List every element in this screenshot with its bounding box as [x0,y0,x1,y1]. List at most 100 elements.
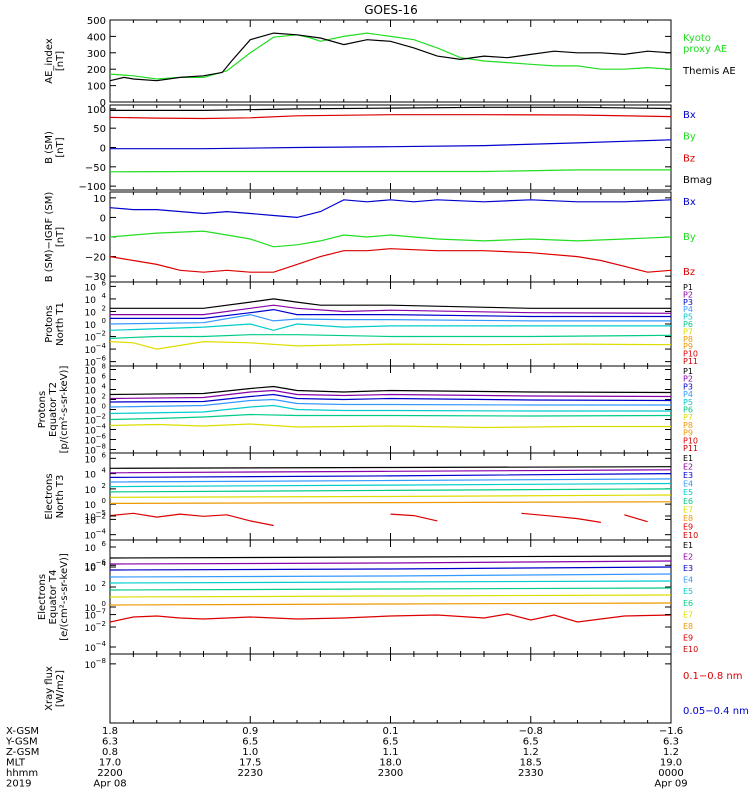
legend-entry: P11 [683,357,698,366]
series-line-e1 [110,466,671,469]
series-line-p5 [110,404,671,415]
y-tick-label: 10 [85,427,97,437]
x-axis-value: 1.1 [383,747,399,758]
legend-entry: E9 [683,633,693,642]
y-tick-exponent: 4 [102,560,107,568]
legend-entry: P1 [683,367,693,376]
x-axis-value: 0.9 [242,726,258,737]
legend-entry: E10 [683,645,698,654]
legend-entry: By [683,132,696,143]
series-group [110,32,671,82]
y-tick-label: 500 [87,16,106,27]
y-tick-exponent: 0 [102,317,106,325]
y-axis-label: North T3 [55,475,66,519]
y-axis-label: North T1 [55,302,66,346]
y-tick-label: −10 [85,233,106,244]
y-tick-label: 10 [85,644,97,654]
legend-entry: Kyoto [683,33,711,44]
y-axis-label: Electrons [44,473,55,519]
y-tick-exponent: −6 [96,355,107,363]
series-line-p6 [110,413,671,421]
y-tick-label: 10 [85,562,97,572]
series-line-bmag [110,106,671,112]
y-tick-label: 10 [85,471,97,481]
x-axis-row-label: X-GSM [6,726,39,737]
legend-entry: P8 [683,335,693,344]
legend-entry: P10 [683,350,698,359]
x-axis-value: 6.5 [383,737,399,748]
y-axis-label: Equator T4 [48,570,59,625]
x-axis-value: 0000 [658,768,683,779]
x-axis-value: 19.0 [660,758,682,769]
series-line-p1 [110,385,671,396]
x-axis-value: 1.0 [242,747,258,758]
legend-entry: P9 [683,342,693,351]
series-line-bz [110,248,671,273]
x-axis-table: X-GSM 1.8 0.9 0.1 −0.8 −1.6 Y-GSM 6.3 6.5 6.5 6.5 6… [5,726,688,790]
y-axis-label: Equator T2 [48,382,59,437]
y-tick-exponent: −2 [96,512,106,520]
x-axis-value: Apr 08 [93,779,126,790]
y-tick-label: 10 [85,501,97,511]
x-axis-value: 17.5 [239,758,261,769]
x-axis-value: Apr 09 [654,779,687,790]
plot-title: GOES-16 [364,3,418,17]
y-tick-label: 10 [85,604,97,614]
x-axis-value: 2330 [518,768,543,779]
series-group [110,466,671,527]
series-line-e9 [110,512,274,527]
series-line-e6 [110,587,671,591]
x-axis-value: 2230 [238,768,263,779]
y-axis-label: [nT] [55,137,66,157]
legend-entry: Themis AE [682,66,736,77]
x-axis-value: 18.5 [520,758,542,769]
series-line-e7 [110,594,671,598]
y-tick-label: 10 [85,544,97,554]
y-tick-exponent: 4 [102,292,107,300]
y-tick-label: 10 [85,407,97,417]
panel-frame [109,104,672,191]
series-line-p6 [110,334,671,339]
legend-entry: P4 [683,390,693,399]
legend-entry: E5 [683,587,693,596]
series-line-p7 [110,423,671,429]
series-group [110,385,671,429]
y-tick-label: −20 [85,253,106,264]
x-axis-value: 6.5 [242,737,258,748]
y-tick-exponent: 6 [102,373,107,381]
legend-entry: 0.05−0.4 nm [683,706,749,717]
x-axis-value: 1.8 [102,726,118,737]
x-axis-value: 0.1 [383,726,399,737]
legend-entry: Bz [683,267,695,278]
y-tick-exponent: −2 [96,413,106,421]
series-line-e6 [110,488,671,493]
y-tick-label: 10 [85,377,97,387]
y-tick-label: 10 [85,397,97,407]
legend-entry: E7 [683,505,693,514]
panel-frame [109,653,672,724]
panel-frame [109,365,672,454]
x-axis-value: 2300 [378,768,403,779]
y-tick-exponent: −4 [96,423,107,431]
legend-entry: E4 [683,576,693,585]
legend-entry: P3 [683,298,693,307]
legend-entry: E8 [683,622,693,631]
y-tick-exponent: 4 [102,383,107,391]
series-line-e2 [110,469,671,474]
y-tick-label: 10 [93,194,106,205]
legend-entry: E4 [683,480,693,489]
y-tick-label: 0 [100,98,106,109]
series-line-p7 [110,340,671,350]
y-tick-exponent: −5 [96,509,106,517]
y-tick-exponent: 6 [102,540,107,548]
y-tick-label: 10 [85,486,97,496]
legend-entry: P9 [683,429,693,438]
panel-frame [109,19,672,103]
legend-entry: E10 [683,531,698,540]
y-tick-label: 10 [85,564,97,574]
